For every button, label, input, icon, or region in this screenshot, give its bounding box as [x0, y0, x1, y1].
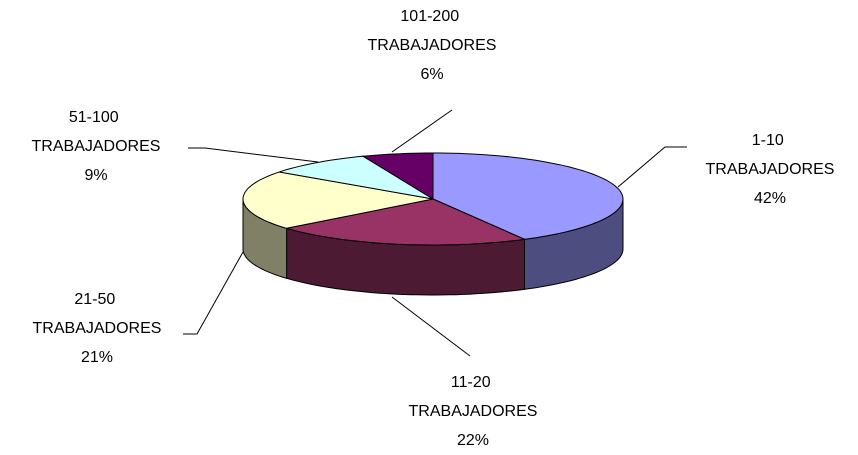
leader-line — [391, 296, 471, 357]
category-label: 21-50 TRABAJADORES — [33, 291, 162, 337]
slice — [432, 152, 624, 240]
category-label: 1-10 TRABAJADORES — [706, 132, 835, 178]
slice — [286, 198, 527, 246]
value-label: 42% — [754, 190, 786, 207]
leader-line — [617, 146, 687, 188]
slice — [361, 152, 434, 200]
value-label: 21% — [81, 349, 113, 366]
leader-line — [188, 147, 319, 163]
leader-line — [183, 251, 244, 335]
value-label: 22% — [457, 432, 489, 449]
slice — [279, 155, 434, 200]
value-label: 9% — [84, 167, 107, 184]
category-label: 101-200 TRABAJADORES — [368, 8, 497, 54]
value-label: 6% — [420, 66, 443, 83]
leader-line — [391, 109, 453, 153]
category-label: 51-100 TRABAJADORES — [32, 109, 161, 155]
category-label: 11-20 TRABAJADORES — [409, 374, 538, 420]
slice — [242, 171, 434, 229]
